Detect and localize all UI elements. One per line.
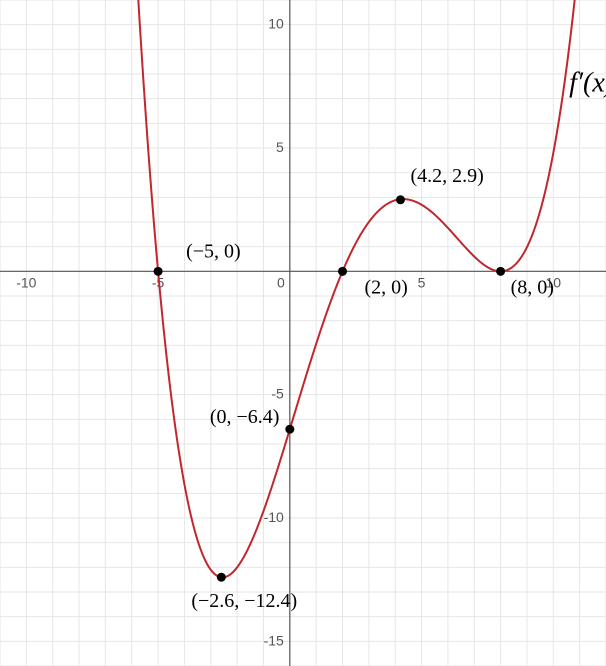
point-label: (2, 0) (365, 276, 408, 298)
x-tick-label: 0 (277, 274, 285, 290)
point-label: (8, 0) (511, 276, 554, 298)
point-marker (496, 267, 505, 276)
derivative-graph: -10-50510105-5-10-15 (−5, 0)(2, 0)(8, 0)… (0, 0, 606, 666)
point-label: (−5, 0) (186, 240, 241, 262)
y-tick-label: -10 (264, 509, 284, 525)
x-tick-label: -10 (16, 274, 36, 290)
y-tick-label: 10 (268, 16, 284, 32)
point-marker (396, 195, 405, 204)
y-tick-label: 5 (276, 139, 284, 155)
point-label: (−2.6, −12.4) (191, 590, 297, 612)
y-tick-label: -15 (264, 632, 284, 648)
point-marker (217, 573, 226, 582)
point-label: (0, −6.4) (210, 406, 280, 428)
y-tick-label: -5 (271, 386, 284, 402)
point-marker (154, 267, 163, 276)
point-label: (4.2, 2.9) (410, 165, 483, 187)
point-marker (285, 425, 294, 434)
x-tick-label: 5 (418, 274, 426, 290)
function-label: f′(x) (569, 67, 606, 98)
point-marker (338, 267, 347, 276)
plot-background (0, 0, 606, 666)
plot-svg: -10-50510105-5-10-15 (−5, 0)(2, 0)(8, 0)… (0, 0, 606, 666)
